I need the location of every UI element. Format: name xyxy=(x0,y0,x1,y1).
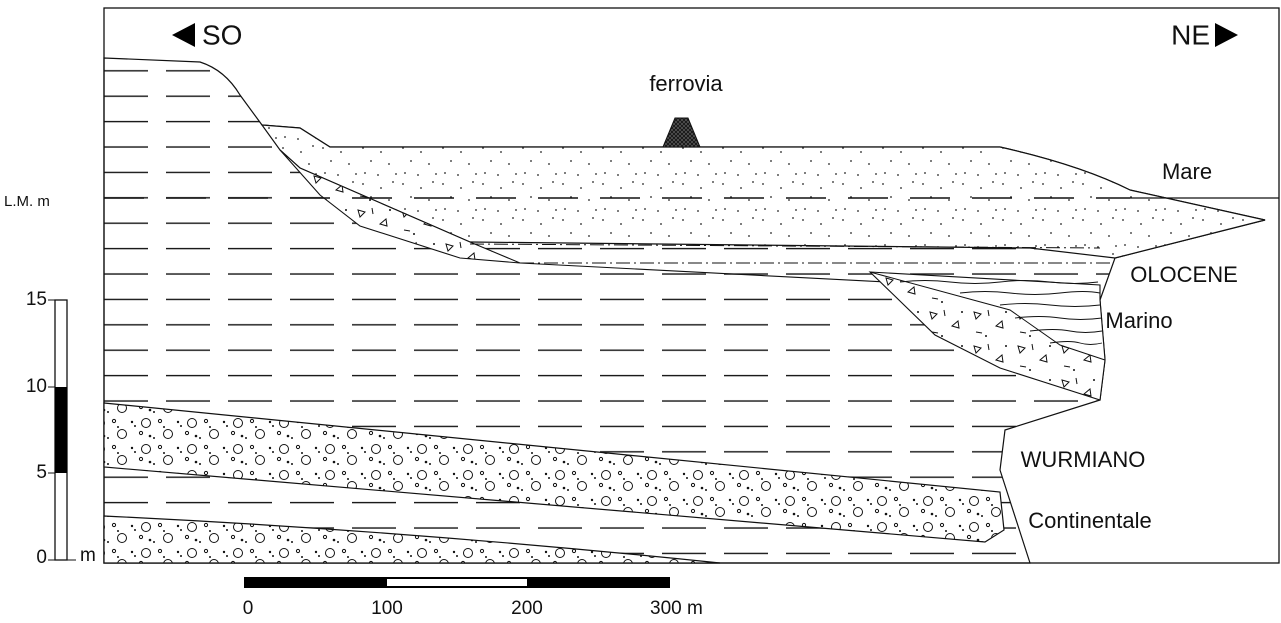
unit-label: m xyxy=(80,545,96,566)
tick-label: 100 xyxy=(371,598,403,619)
gravel-upper xyxy=(104,403,1004,542)
label: Marino xyxy=(1105,308,1172,333)
arrow-right xyxy=(1215,23,1238,47)
direction-label: NE xyxy=(1171,19,1210,50)
label: WURMIANO xyxy=(1021,447,1146,472)
section xyxy=(103,7,1280,564)
label: Continentale xyxy=(1028,508,1152,533)
vertical-scale: 15 10 5 0 m xyxy=(26,289,96,568)
gravel-lower xyxy=(104,516,720,563)
tick-label: 0 xyxy=(243,598,254,619)
tick-label: 0 xyxy=(36,547,47,568)
arrow-left xyxy=(172,23,195,47)
label: L.M. m xyxy=(4,193,50,210)
direction-label: SO xyxy=(202,19,242,50)
horizontal-scale: 0 100 200 300 m xyxy=(243,577,703,619)
railway-embankment xyxy=(662,117,701,148)
tick-label: 15 xyxy=(26,289,47,310)
tick-label: 5 xyxy=(36,462,47,483)
contact xyxy=(469,243,1101,249)
sand xyxy=(262,125,1265,258)
tick-label: 300 m xyxy=(650,598,703,619)
label: ferrovia xyxy=(649,71,723,96)
tick-label: 10 xyxy=(26,376,47,397)
tick-label: 200 xyxy=(511,598,543,619)
label: Mare xyxy=(1162,159,1212,184)
label: OLOCENE xyxy=(1130,262,1238,287)
